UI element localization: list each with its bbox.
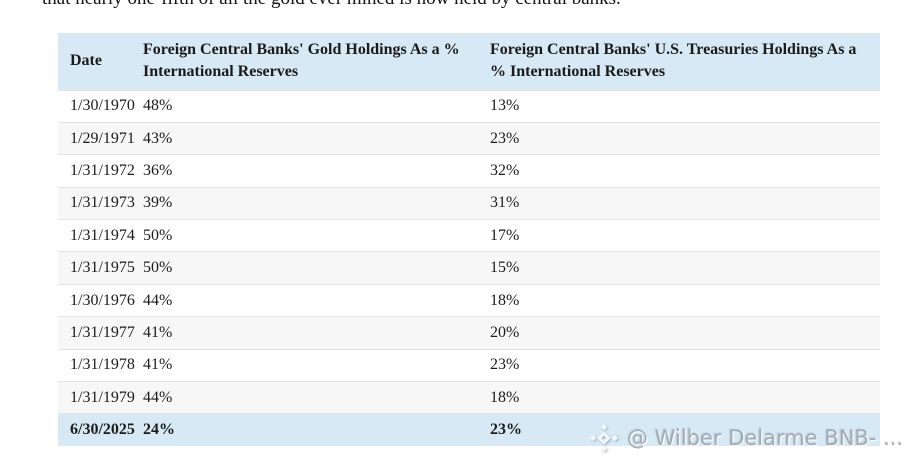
date-cell: 1/30/1976 [58,284,143,317]
date-cell: 1/31/1974 [58,219,143,252]
date-cell: 1/30/1970 [58,90,143,123]
treasuries-cell: 23% [490,122,880,155]
col-header-treasuries-holdings: Foreign Central Banks' U.S. Treasuries H… [490,33,880,90]
treasuries-cell: 15% [490,251,880,285]
gold-cell: 44% [143,381,490,414]
date-cell: 1/31/1973 [58,187,143,220]
treasuries-cell: 23% [490,413,880,447]
treasuries-cell: 23% [490,349,880,382]
table-row: 1/31/1974 50% 17% [58,219,880,252]
gold-cell: 41% [143,349,490,382]
header-row: Date Foreign Central Banks' Gold Holding… [58,33,880,90]
table-row: 1/31/1973 39% 31% [58,187,880,220]
table-row: 1/29/1971 43% 23% [58,122,880,155]
date-cell: 1/29/1971 [58,122,143,155]
table-row: 1/30/1970 48% 13% [58,90,880,123]
col-header-gold-holdings: Foreign Central Banks' Gold Holdings As … [143,33,490,90]
date-cell: 1/31/1975 [58,251,143,285]
table-row: 1/31/1972 36% 32% [58,154,880,188]
intro-paragraph: that nearly one-fifth of all the gold ev… [42,0,621,10]
date-cell: 1/31/1977 [58,316,143,350]
table-body: 1/30/1970 48% 13% 1/29/1971 43% 23% 1/31… [58,90,880,447]
table-row: 1/31/1977 41% 20% [58,316,880,350]
treasuries-cell: 32% [490,154,880,188]
gold-cell: 41% [143,316,490,350]
table-row: 1/31/1975 50% 15% [58,251,880,285]
gold-cell: 44% [143,284,490,317]
date-cell: 1/31/1972 [58,154,143,188]
table-row: 1/31/1979 44% 18% [58,381,880,414]
treasuries-cell: 31% [490,187,880,220]
date-cell: 1/31/1978 [58,349,143,382]
gold-cell: 36% [143,154,490,188]
gold-cell: 50% [143,219,490,252]
gold-cell: 50% [143,251,490,285]
gold-cell: 43% [143,122,490,155]
table-row: 1/31/1978 41% 23% [58,349,880,382]
col-header-date: Date [58,33,143,90]
gold-cell: 39% [143,187,490,220]
date-cell: 6/30/2025 [58,413,143,447]
gold-cell: 48% [143,90,490,123]
treasuries-cell: 20% [490,316,880,350]
treasuries-cell: 18% [490,381,880,414]
gold-treasuries-table: Date Foreign Central Banks' Gold Holding… [58,33,880,447]
treasuries-cell: 17% [490,219,880,252]
table-row: 1/30/1976 44% 18% [58,284,880,317]
date-cell: 1/31/1979 [58,381,143,414]
gold-cell: 24% [143,413,490,447]
table-row-highlighted: 6/30/2025 24% 23% [58,413,880,447]
treasuries-cell: 18% [490,284,880,317]
treasuries-cell: 13% [490,90,880,123]
